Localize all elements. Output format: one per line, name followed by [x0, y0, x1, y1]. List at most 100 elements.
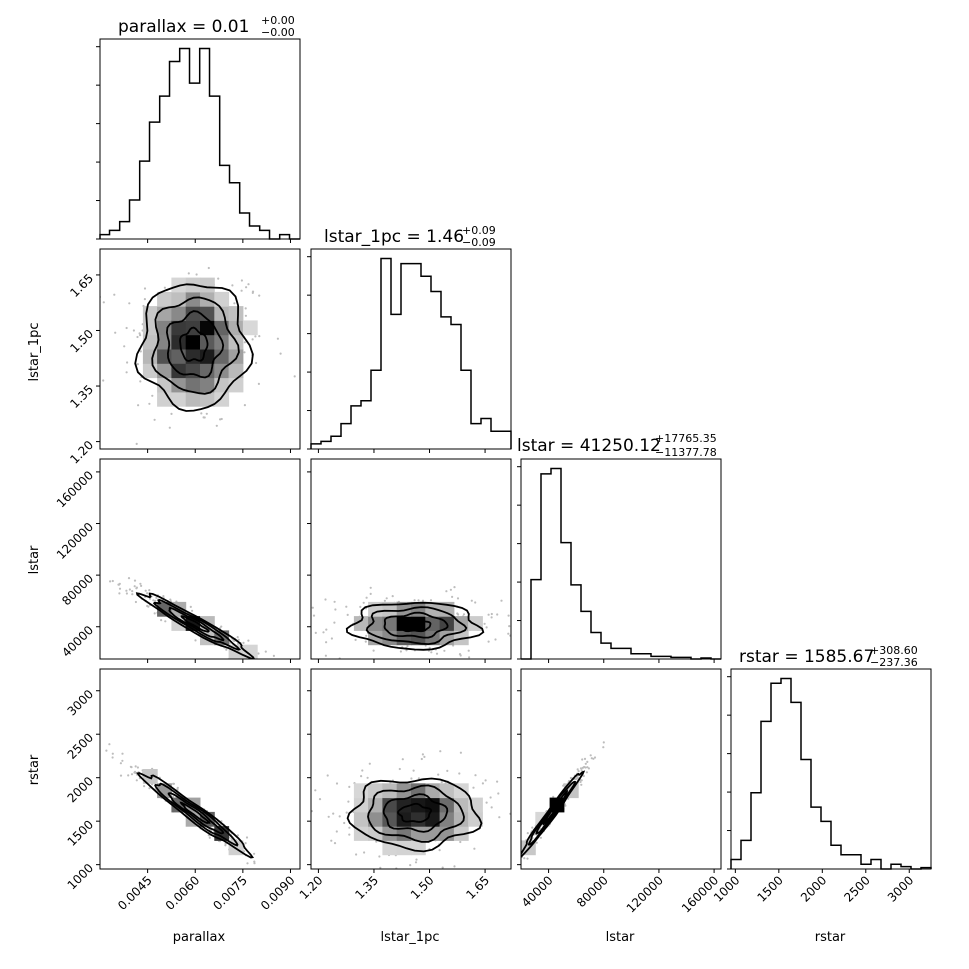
sample-point [526, 832, 529, 835]
sample-point [445, 590, 448, 593]
sample-point [360, 775, 363, 778]
sample-point [139, 334, 142, 337]
sample-point [484, 779, 487, 782]
sample-point [195, 273, 198, 276]
sample-point [147, 605, 150, 608]
density-cell [382, 616, 398, 631]
sample-point [421, 753, 424, 756]
sample-point [507, 614, 510, 617]
sample-point [258, 335, 261, 338]
density-cell [214, 291, 230, 307]
xtick-label-lstar_1pc: 1.65 [463, 873, 492, 902]
sample-point [410, 777, 413, 780]
sample-point [470, 599, 473, 602]
sample-point [577, 770, 580, 773]
sample-point [139, 380, 142, 383]
sample-point [497, 792, 500, 795]
density-cell [396, 601, 412, 617]
sample-point [441, 866, 444, 869]
sample-point [118, 587, 122, 590]
sample-point [472, 671, 474, 673]
sample-point [438, 849, 441, 852]
sample-point [399, 650, 402, 653]
sample-point [244, 307, 247, 310]
sample-point [363, 851, 366, 854]
sample-point [278, 874, 280, 876]
sample-point [254, 335, 257, 338]
sample-point [579, 767, 583, 770]
sample-point [355, 853, 358, 856]
sample-point [440, 781, 443, 784]
density-cell [368, 616, 383, 631]
contour-level [180, 615, 210, 633]
contour-level [179, 801, 211, 824]
sample-point [170, 412, 173, 415]
sample-point [133, 579, 137, 582]
sample-point [125, 592, 128, 595]
sample-point [325, 628, 328, 631]
density-cell [382, 601, 398, 617]
contour-level [542, 800, 561, 826]
density-cell [214, 349, 230, 364]
sample-point [581, 758, 584, 761]
sample-point [168, 426, 171, 429]
sample-point [123, 345, 126, 348]
sample-point [518, 623, 520, 625]
sample-point [251, 338, 254, 341]
sample-point [304, 676, 306, 678]
contour-level [165, 310, 225, 379]
sample-point [451, 595, 454, 599]
hist-panel-lstar_1pc [307, 248, 512, 453]
sample-point [233, 302, 236, 305]
ytick-label-lstar_1pc: 1.20 [67, 438, 96, 467]
sample-point [244, 314, 247, 317]
title-parallax-sub: −0.00 [261, 26, 295, 39]
sample-point [589, 754, 592, 757]
sample-point [489, 796, 492, 799]
contour-level [167, 792, 225, 835]
sample-point [136, 335, 139, 339]
density-cell [439, 811, 455, 827]
sample-point [242, 641, 245, 645]
sample-point [242, 245, 244, 247]
sample-point [564, 804, 567, 807]
sample-point [462, 613, 466, 616]
density-cell [185, 391, 201, 407]
sample-point [305, 609, 307, 611]
density-cell [157, 377, 172, 393]
sample-point [443, 649, 446, 652]
sample-point [348, 785, 351, 789]
sample-point [242, 850, 246, 853]
sample-point [507, 632, 510, 635]
sample-point [500, 599, 503, 602]
sample-point [153, 418, 156, 421]
density-cell [368, 811, 383, 827]
sample-point [245, 836, 249, 839]
sample-point [414, 861, 418, 864]
title-rstar-sub: −237.36 [870, 656, 918, 669]
title-parallax: parallax = 0.01 +0.00 −0.00 [118, 14, 295, 39]
xtick-label-lstar_1pc: 1.35 [352, 873, 381, 902]
density-cell [411, 811, 426, 827]
sample-point [368, 762, 371, 765]
sample-point [111, 579, 114, 583]
sample-point [130, 773, 134, 776]
sample-point [458, 772, 461, 775]
sample-point [435, 652, 439, 655]
sample-point [102, 301, 105, 304]
sample-point [413, 599, 416, 602]
axes-frame [310, 668, 512, 870]
sample-point [343, 821, 346, 825]
sample-point [272, 654, 275, 658]
axes-frame-parallax [99, 38, 301, 240]
title-lstar-1pc-sub: −0.09 [462, 236, 496, 249]
sample-point [472, 786, 475, 789]
sample-point [453, 865, 456, 868]
sample-point [169, 598, 172, 601]
sample-point [333, 600, 336, 603]
sample-point [258, 294, 261, 297]
contour-level [527, 780, 577, 846]
density-cell [228, 349, 244, 364]
sample-point [263, 666, 265, 668]
sample-point [224, 842, 227, 845]
